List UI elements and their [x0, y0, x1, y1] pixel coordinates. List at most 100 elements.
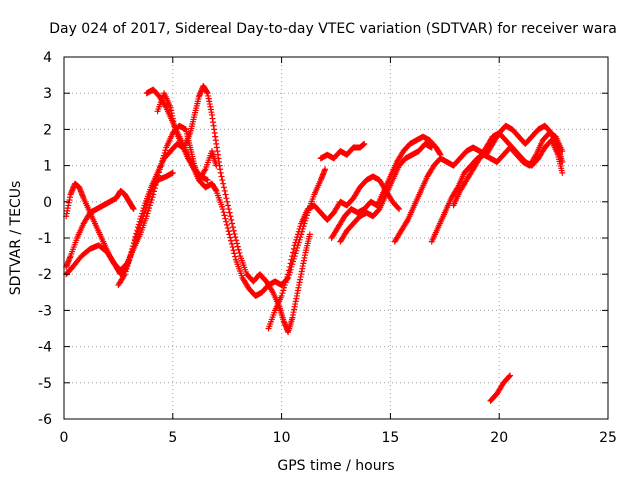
data-point-dense [219, 177, 226, 184]
data-point-dense [126, 254, 133, 261]
data-point-dense [236, 249, 243, 256]
data-point-dense [233, 240, 240, 247]
data-point [224, 198, 231, 205]
data-point-dense [130, 239, 137, 246]
data-point-dense [290, 249, 297, 256]
data-point-dense [138, 213, 145, 220]
data-point-dense [231, 230, 238, 237]
data-point-dense [225, 202, 232, 209]
series-arc-8 [265, 173, 403, 332]
data-point [306, 231, 313, 238]
data-point [230, 227, 237, 234]
data-point-dense [235, 246, 242, 253]
series-arc-1 [63, 169, 176, 278]
series-arc-13 [450, 130, 566, 209]
x-tick-label: 20 [490, 430, 508, 446]
data-point-dense [228, 216, 235, 223]
grid-layer [64, 57, 608, 419]
data-point-dense [279, 290, 286, 297]
data-point [278, 292, 285, 299]
data-point-dense [121, 272, 128, 279]
data-point-dense [506, 373, 513, 380]
data-point-dense [146, 205, 153, 212]
y-tick-label: 4 [43, 50, 52, 66]
data-point-dense [293, 236, 300, 243]
data-point-dense [133, 230, 140, 237]
data-point-dense [294, 234, 301, 241]
data-point-dense [139, 210, 146, 217]
data-point-dense [132, 233, 139, 240]
data-point [213, 162, 220, 169]
x-tick-label: 25 [599, 430, 617, 446]
data-point-dense [221, 212, 228, 219]
data-point [128, 249, 135, 256]
data-point-dense [289, 253, 296, 260]
data-point [121, 271, 128, 278]
data-point-dense [295, 228, 302, 235]
series-arc-7 [317, 140, 368, 162]
data-point [169, 169, 176, 176]
data-point-dense [223, 195, 230, 202]
data-point-dense [148, 196, 155, 203]
data-point-dense [222, 215, 229, 222]
data-point [507, 372, 514, 379]
data-point [285, 271, 292, 278]
data-point [291, 242, 298, 249]
data-point [219, 206, 226, 213]
data-point-dense [220, 184, 227, 191]
data-point [428, 144, 435, 151]
y-tick-label: -3 [38, 303, 52, 319]
tick-layer: 0 5 10 15 20 25 -6 -5 -4 -3 -2 -1 0 1 2 3 4 [38, 50, 617, 446]
data-point-dense [225, 228, 232, 235]
series-arc-11 [391, 122, 566, 245]
data-point-dense [220, 180, 227, 187]
data-point-dense [282, 279, 289, 286]
data-point-dense [269, 287, 276, 294]
data-point-dense [136, 218, 143, 225]
data-point-dense [137, 215, 144, 222]
data-point-dense [297, 223, 304, 230]
y-tick-label: 0 [43, 195, 52, 211]
data-point [559, 169, 566, 176]
data-point-dense [139, 207, 146, 214]
y-tick-label: -4 [38, 340, 52, 356]
data-point-dense [230, 247, 237, 254]
data-point-dense [292, 239, 299, 246]
data-point [361, 140, 368, 147]
data-point-dense [286, 263, 293, 270]
data-point-dense [123, 265, 130, 272]
data-point [143, 213, 150, 220]
series-arc-10 [337, 140, 435, 245]
y-tick-label: -5 [38, 376, 52, 392]
data-point-dense [287, 260, 294, 267]
y-tick-label: -1 [38, 231, 52, 247]
data-point-dense [227, 213, 234, 220]
chart-title: Day 024 of 2017, Sidereal Day-to-day VTE… [49, 21, 617, 37]
data-point-dense [395, 205, 402, 212]
data-point-dense [294, 231, 301, 238]
data-point-dense [283, 276, 290, 283]
data-point-dense [220, 209, 227, 216]
y-tick-label: 3 [43, 86, 52, 102]
data-point-dense [233, 237, 240, 244]
data-point-dense [146, 202, 153, 209]
data-point-dense [281, 282, 288, 289]
data-point-dense [221, 187, 228, 194]
data-point-dense [228, 240, 235, 247]
data-point [204, 177, 211, 184]
x-tick-label: 10 [273, 430, 291, 446]
data-point-dense [232, 234, 239, 241]
data-point-dense [131, 236, 138, 243]
data-point-dense [284, 273, 291, 280]
x-tick-label: 15 [381, 430, 399, 446]
data-point-dense [127, 252, 134, 259]
data-point-dense [122, 268, 129, 275]
data-point [559, 148, 566, 155]
data-point-dense [140, 205, 147, 212]
data-point [396, 206, 403, 213]
x-axis-label: GPS time / hours [277, 458, 394, 474]
data-point-dense [223, 221, 230, 228]
data-point-dense [126, 257, 133, 264]
data-point [130, 206, 137, 213]
